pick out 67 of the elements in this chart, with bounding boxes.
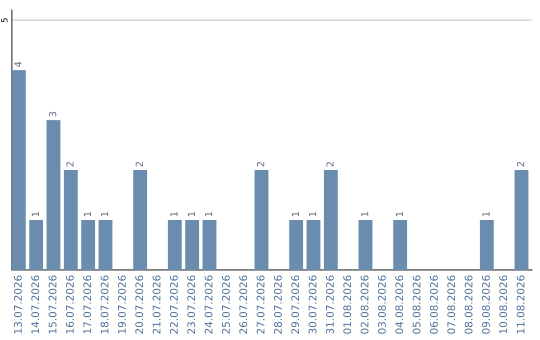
data-label: 1 (396, 212, 403, 216)
x-tick-label: 31.07.2026 (326, 275, 334, 334)
data-label: 1 (309, 212, 316, 216)
data-label: 4 (14, 62, 22, 67)
x-tick-label: 01.08.2026 (343, 275, 352, 334)
data-label: 1 (188, 212, 195, 216)
x-tick-label: 24.07.2026 (204, 275, 213, 334)
data-label: 2 (136, 162, 143, 167)
x-tick-label: 28.07.2026 (274, 275, 282, 334)
x-tick-label: 18.07.2026 (100, 275, 109, 334)
bar (324, 170, 338, 270)
x-tick-label: 30.07.2026 (308, 275, 317, 334)
bar (254, 170, 268, 270)
data-label: 1 (101, 212, 108, 216)
bar (168, 220, 182, 270)
x-tick-label: 04.08.2026 (395, 275, 404, 334)
data-label: 2 (256, 162, 264, 167)
data-label: 1 (32, 212, 39, 216)
x-tick-label: 06.08.2026 (430, 275, 438, 334)
data-label: 1 (170, 212, 178, 216)
x-tick-label: 21.07.2026 (152, 275, 161, 334)
data-label: 1 (482, 212, 490, 216)
x-tick-label: 13.07.2026 (14, 275, 22, 334)
x-tick-label: 22.07.2026 (170, 275, 178, 334)
data-label: 2 (516, 162, 524, 167)
data-label: 3 (48, 112, 56, 117)
data-label: 1 (205, 212, 212, 216)
bar (81, 220, 96, 270)
bar (185, 220, 200, 270)
bar (64, 170, 78, 270)
x-tick-label: 19.07.2026 (118, 275, 126, 334)
x-tick-label: 20.07.2026 (135, 275, 144, 334)
x-tick-label: 07.08.2026 (447, 275, 456, 334)
x-tick-label: 15.07.2026 (48, 275, 57, 334)
y-tick-label: 5 (1, 18, 8, 22)
x-tick-label: 05.08.2026 (412, 275, 421, 334)
bar (289, 220, 304, 270)
data-label: 2 (66, 162, 74, 167)
bar (358, 220, 372, 270)
x-tick-label: 10.08.2026 (499, 275, 508, 334)
bar (202, 220, 216, 270)
x-tick-label: 16.07.2026 (66, 275, 74, 334)
data-label: 1 (361, 212, 368, 216)
x-tick-label: 25.07.2026 (222, 275, 230, 334)
bar (29, 220, 44, 270)
bar (12, 70, 26, 270)
x-tick-label: 26.07.2026 (239, 275, 248, 334)
x-tick-label: 17.07.2026 (83, 275, 92, 334)
x-tick-label: 14.07.2026 (31, 275, 40, 334)
x-tick-label: 23.07.2026 (187, 275, 196, 334)
x-tick-label: 02.08.2026 (360, 275, 369, 334)
bar (514, 170, 528, 270)
x-tick-label: 09.08.2026 (482, 275, 490, 334)
bar (480, 220, 494, 270)
x-tick-label: 11.08.2026 (516, 275, 525, 334)
x-tick-label: 29.07.2026 (291, 275, 300, 334)
bar (393, 220, 408, 270)
bar (306, 220, 320, 270)
bar (98, 220, 112, 270)
x-tick-label: 08.08.2026 (464, 275, 473, 334)
data-label: 2 (326, 162, 334, 167)
data-label: 1 (292, 212, 299, 216)
data-label: 1 (84, 212, 91, 216)
bar (46, 120, 60, 270)
bar (133, 170, 148, 270)
x-tick-label: 27.07.2026 (256, 275, 265, 334)
x-tick-label: 03.08.2026 (378, 275, 386, 334)
